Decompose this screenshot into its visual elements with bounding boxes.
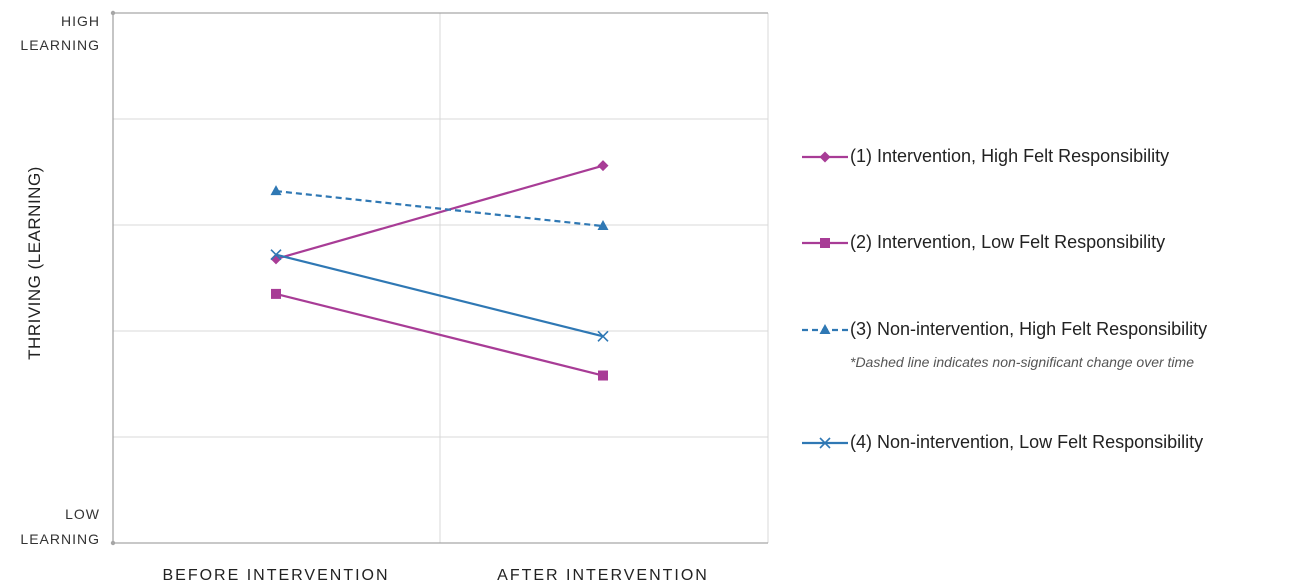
legend-swatch-marker bbox=[819, 151, 831, 162]
legend-label-2: (2) Intervention, Low Felt Responsibilit… bbox=[850, 232, 1166, 252]
legend-label-1: (1) Intervention, High Felt Responsibili… bbox=[850, 146, 1170, 166]
series-line-3 bbox=[275, 189, 604, 228]
marker-stroke bbox=[597, 330, 609, 342]
series-1-point-1 bbox=[270, 253, 282, 265]
legend-swatch-triangle bbox=[802, 323, 848, 334]
legend-swatch-diamond bbox=[802, 151, 848, 162]
legend-swatch-square bbox=[802, 237, 848, 248]
legend-item-3: (3) Non-intervention, High Felt Responsi… bbox=[800, 319, 1207, 340]
chart-plot: THRIVING (LEARNING) HIGH LEARNING LOW LE… bbox=[20, 10, 769, 584]
legend-label-3: (3) Non-intervention, High Felt Responsi… bbox=[850, 319, 1208, 339]
y-axis-label: THRIVING (LEARNING) bbox=[25, 166, 44, 360]
x-category-label-before: BEFORE INTERVENTION bbox=[162, 567, 389, 584]
legend-swatch-marker bbox=[819, 436, 831, 449]
y-bottom-label-line2: LEARNING bbox=[20, 531, 100, 547]
series-2-point-1 bbox=[271, 288, 281, 299]
marker-stroke bbox=[819, 436, 831, 449]
legend: (1) Intervention, High Felt Responsibili… bbox=[800, 0, 1312, 584]
y-bottom-label-line1: LOW bbox=[65, 506, 100, 522]
series-3-point-2 bbox=[597, 220, 609, 231]
marker-stroke bbox=[270, 249, 282, 261]
gridlines bbox=[113, 13, 769, 543]
legend-item-2: (2) Intervention, Low Felt Responsibilit… bbox=[800, 232, 1165, 253]
series-4-point-1 bbox=[270, 249, 282, 261]
legend-item-1: (1) Intervention, High Felt Responsibili… bbox=[800, 146, 1169, 167]
legend-swatch-marker bbox=[820, 237, 830, 248]
y-axis-bottom-dot bbox=[110, 540, 116, 546]
series-2-point-2 bbox=[598, 370, 608, 381]
legend-note: *Dashed line indicates non-significant c… bbox=[850, 354, 1194, 370]
x-category-label-after: AFTER INTERVENTION bbox=[497, 567, 709, 584]
y-axis-top-dot bbox=[110, 10, 116, 16]
legend-label-4: (4) Non-intervention, Low Felt Responsib… bbox=[850, 432, 1204, 452]
series-markers bbox=[270, 160, 609, 381]
y-top-label-line2: LEARNING bbox=[20, 37, 100, 53]
legend-swatch-x bbox=[802, 436, 848, 449]
series-line-1 bbox=[275, 164, 604, 260]
y-top-label-line1: HIGH bbox=[61, 13, 100, 29]
series-3-point-1 bbox=[270, 185, 282, 196]
series-4-point-2 bbox=[597, 330, 609, 342]
legend-item-4: (4) Non-intervention, Low Felt Responsib… bbox=[800, 432, 1203, 453]
series-line-4 bbox=[275, 253, 604, 338]
series-line-2 bbox=[275, 292, 604, 377]
series-1-point-2 bbox=[597, 160, 609, 172]
series-lines bbox=[275, 164, 604, 377]
axes bbox=[110, 10, 768, 546]
legend-swatch-marker bbox=[819, 323, 831, 334]
